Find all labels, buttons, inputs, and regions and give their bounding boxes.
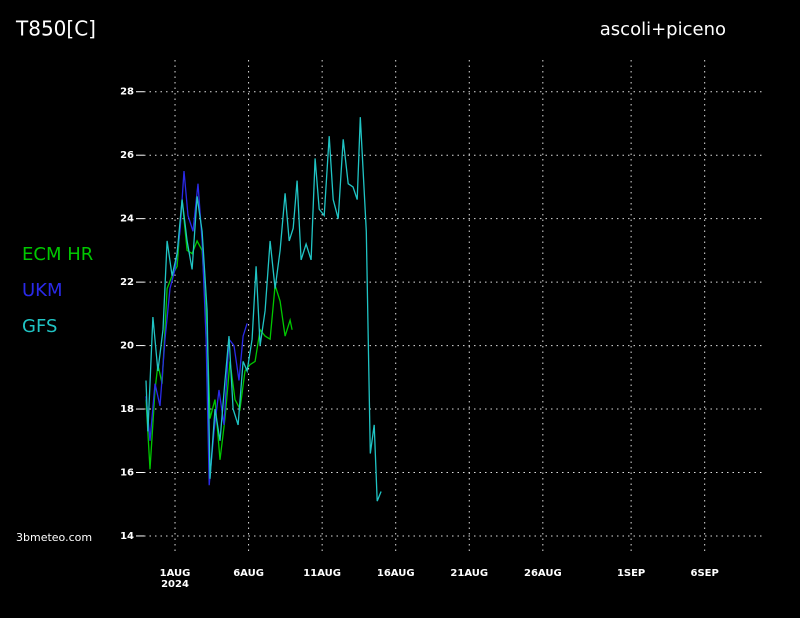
series-line — [145, 171, 248, 486]
y-tick-label: 18 — [120, 404, 134, 415]
y-tick-label: 22 — [120, 277, 134, 288]
y-tick-label: 16 — [120, 468, 134, 479]
y-tick-label: 14 — [120, 531, 134, 542]
series-line — [145, 199, 293, 470]
y-tick-label: 20 — [120, 341, 134, 352]
legend-label: UKM — [22, 280, 63, 301]
y-tick-label: 24 — [120, 214, 134, 225]
year-label: 2024 — [161, 579, 189, 590]
y-tick-label: 26 — [120, 150, 134, 161]
x-tick-label: 6AUG — [233, 568, 264, 579]
series-line — [145, 117, 382, 502]
x-tick-label: 16AUG — [377, 568, 415, 579]
x-tick-label: 11AUG — [303, 568, 341, 579]
x-tick-label: 1AUG — [160, 568, 191, 579]
legend-label: ECM HR — [22, 244, 93, 265]
y-tick-label: 28 — [120, 87, 134, 98]
legend-label: GFS — [22, 316, 57, 337]
x-tick-label: 21AUG — [450, 568, 488, 579]
chart-subtitle: ascoli+piceno — [600, 19, 726, 40]
x-tick-label: 6SEP — [691, 568, 719, 579]
x-tick-label: 26AUG — [524, 568, 562, 579]
chart-title: T850[C] — [15, 17, 96, 41]
credit: 3bmeteo.com — [16, 531, 92, 544]
x-tick-label: 1SEP — [617, 568, 645, 579]
